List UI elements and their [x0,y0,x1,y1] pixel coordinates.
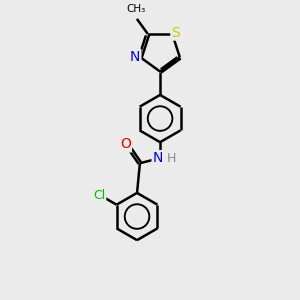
Text: S: S [171,26,180,40]
Text: N: N [130,50,140,64]
Text: O: O [120,137,131,152]
Text: H: H [166,152,176,165]
Text: N: N [153,151,163,165]
Text: Cl: Cl [93,189,105,202]
Text: CH₃: CH₃ [127,4,146,14]
